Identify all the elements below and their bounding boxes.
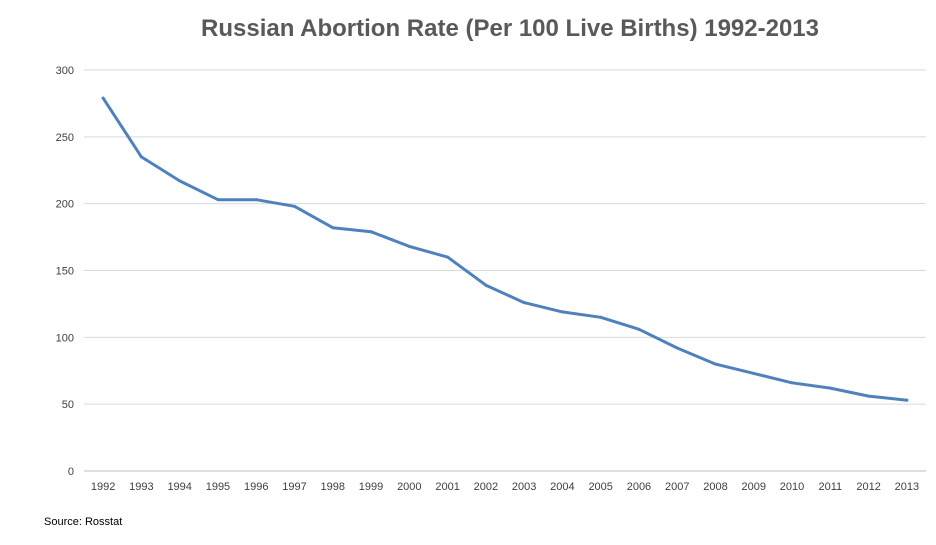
data-point-2008: [714, 363, 717, 366]
data-point-2004: [561, 310, 564, 313]
x-tick-label-2011: 2011: [818, 481, 842, 493]
x-tick-label-2001: 2001: [435, 481, 459, 493]
x-tick-label-2006: 2006: [627, 481, 651, 493]
line-chart: Russian Abortion Rate (Per 100 Live Birt…: [0, 0, 936, 540]
gridlines: [84, 70, 926, 404]
x-tick-label-2007: 2007: [665, 481, 689, 493]
data-point-1994: [178, 179, 181, 182]
source-note: Source: Rosstat: [44, 516, 122, 528]
data-point-1993: [140, 155, 143, 158]
x-tick-label-1999: 1999: [359, 481, 383, 493]
data-point-2002: [484, 284, 487, 287]
chart-title: Russian Abortion Rate (Per 100 Live Birt…: [201, 15, 819, 42]
data-point-2001: [446, 256, 449, 259]
y-tick-label-150: 150: [56, 266, 74, 278]
x-tick-label-2002: 2002: [474, 481, 498, 493]
x-tick-label-1996: 1996: [244, 481, 268, 493]
data-point-2013: [905, 399, 908, 402]
data-point-2009: [752, 372, 755, 375]
x-tick-label-2012: 2012: [856, 481, 880, 493]
y-tick-label-0: 0: [68, 466, 74, 478]
data-point-2003: [523, 301, 526, 304]
data-point-2011: [829, 387, 832, 390]
data-point-2010: [791, 381, 794, 384]
y-tick-label-200: 200: [56, 199, 74, 211]
x-tick-label-2004: 2004: [550, 481, 574, 493]
x-tick-label-2013: 2013: [895, 481, 919, 493]
data-point-1995: [216, 198, 219, 201]
y-tick-label-50: 50: [62, 399, 74, 411]
data-point-1992: [102, 97, 105, 100]
y-tick-label-300: 300: [56, 65, 74, 77]
data-point-1996: [255, 198, 258, 201]
series-line-0: [103, 98, 907, 400]
x-tick-label-2000: 2000: [397, 481, 421, 493]
data-point-2012: [867, 395, 870, 398]
x-tick-label-2008: 2008: [703, 481, 727, 493]
x-tick-label-1995: 1995: [206, 481, 230, 493]
y-axis-ticks: 0 50 100 150 200 250 300: [56, 65, 74, 478]
data-point-2005: [599, 316, 602, 319]
data-point-2007: [676, 347, 679, 350]
x-tick-label-1994: 1994: [167, 481, 191, 493]
chart-root: Russian Abortion Rate (Per 100 Live Birt…: [0, 0, 936, 540]
x-tick-label-2005: 2005: [588, 481, 612, 493]
x-tick-label-2009: 2009: [742, 481, 766, 493]
data-point-1997: [293, 205, 296, 208]
y-tick-label-100: 100: [56, 332, 74, 344]
data-point-1999: [370, 230, 373, 233]
series-layer: [102, 97, 909, 402]
x-tick-label-1992: 1992: [91, 481, 115, 493]
x-tick-label-2003: 2003: [512, 481, 536, 493]
data-point-1998: [331, 226, 334, 229]
x-tick-label-1998: 1998: [321, 481, 345, 493]
y-tick-label-250: 250: [56, 132, 74, 144]
data-point-2000: [408, 245, 411, 248]
x-tick-label-1997: 1997: [282, 481, 306, 493]
x-tick-label-1993: 1993: [129, 481, 153, 493]
data-point-2006: [637, 328, 640, 331]
x-axis-ticks: 1992 1993 1994 1995 1996 1997 1998 1999 2000 2001…: [91, 481, 919, 493]
x-tick-label-2010: 2010: [780, 481, 804, 493]
